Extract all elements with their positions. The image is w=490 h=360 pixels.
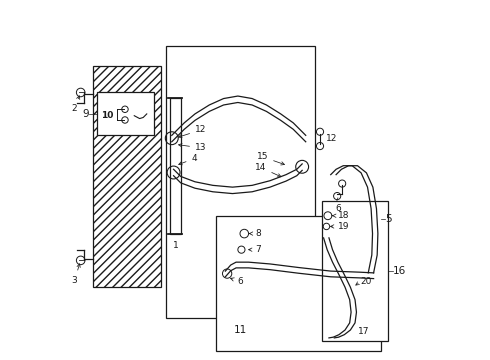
Text: 14: 14: [255, 163, 281, 177]
Text: 7: 7: [248, 245, 262, 254]
Text: 16: 16: [393, 266, 407, 276]
Text: 6: 6: [231, 277, 244, 286]
Text: 20: 20: [360, 277, 372, 286]
Text: 6: 6: [335, 204, 341, 213]
Text: 1: 1: [172, 241, 178, 250]
Text: 12: 12: [326, 134, 338, 143]
Text: 4: 4: [179, 154, 197, 165]
Text: 9: 9: [82, 109, 89, 119]
Bar: [97, 93, 154, 135]
Bar: [167, 46, 315, 318]
Text: 8: 8: [249, 229, 262, 238]
Text: 5: 5: [386, 214, 392, 224]
Text: 13: 13: [178, 143, 206, 152]
Text: 3: 3: [72, 264, 80, 284]
Bar: [217, 216, 381, 351]
Text: 2: 2: [72, 96, 80, 113]
Text: 15: 15: [257, 152, 284, 165]
Text: 12: 12: [178, 126, 206, 138]
Text: 18: 18: [332, 211, 349, 220]
Text: 11: 11: [234, 325, 247, 335]
Bar: [93, 66, 161, 287]
Text: 19: 19: [331, 222, 349, 231]
Bar: [170, 98, 181, 234]
Text: 17: 17: [358, 327, 369, 336]
Text: 10: 10: [101, 111, 114, 120]
Bar: [322, 202, 388, 342]
